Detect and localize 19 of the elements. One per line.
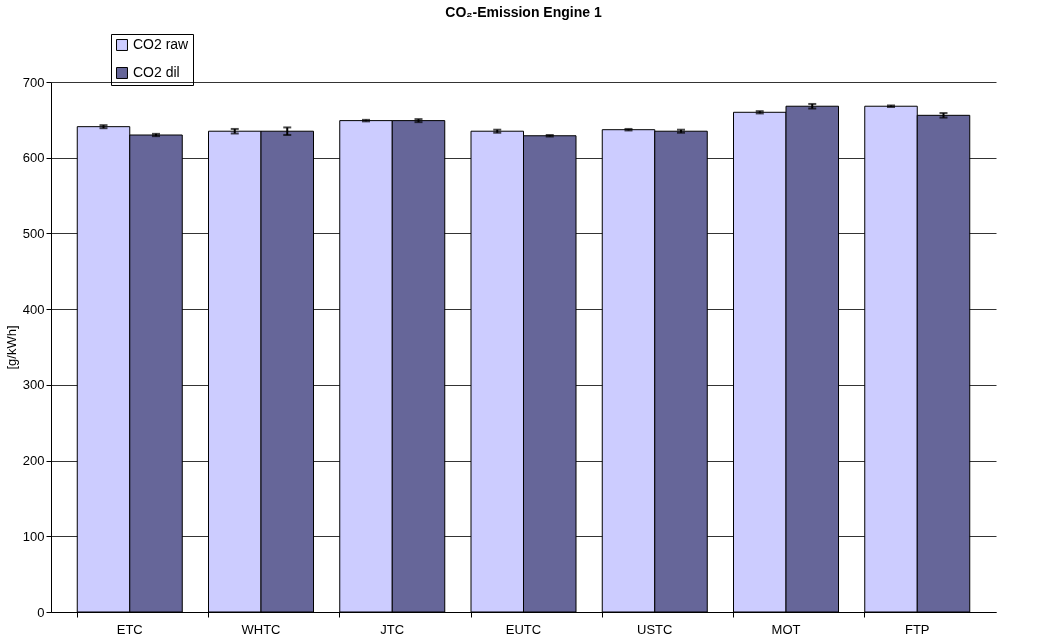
y-tick-label: 500 [22, 225, 45, 241]
x-tick-label: MOT [771, 621, 801, 635]
y-axis-title: [g/kWh] [3, 325, 19, 370]
x-tick-label: EUTC [505, 621, 542, 635]
x-tick-label: ETC [116, 621, 143, 635]
legend-label: CO2 dil [133, 64, 180, 80]
x-tick-label: WHTC [241, 621, 281, 635]
legend-label: CO2 raw [133, 36, 190, 52]
chart-title: CO₂-Emission Engine 1 [445, 3, 602, 20]
y-tick-label: 200 [22, 453, 45, 469]
x-tick-label: JTC [380, 621, 405, 635]
y-tick-label: 100 [22, 528, 45, 544]
y-tick-label: 400 [22, 301, 45, 317]
x-tick-label: USTC [637, 621, 673, 635]
y-tick-label: 300 [22, 377, 45, 393]
y-tick-label: 700 [22, 74, 45, 90]
y-tick-label: 600 [22, 150, 45, 166]
x-tick-label: FTP [904, 621, 930, 635]
y-tick-label: 0 [37, 604, 45, 620]
